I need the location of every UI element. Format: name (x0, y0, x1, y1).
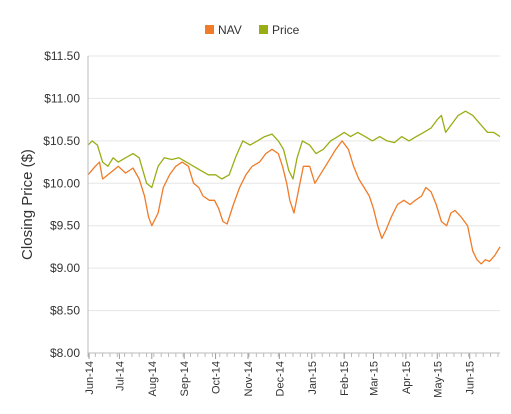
x-tick-label: Nov-14 (243, 361, 255, 396)
series-line-price (87, 110, 501, 189)
legend-swatch-price (259, 25, 268, 34)
legend: NAV Price (205, 23, 300, 37)
x-tick-label: Dec-14 (274, 361, 286, 396)
y-tick-label: $8.50 (50, 304, 80, 318)
y-tick-label: $9.50 (50, 219, 80, 233)
x-tick-label: Mar-15 (368, 361, 380, 396)
x-tick-label: May-15 (432, 361, 444, 398)
y-tick-label: $9.00 (50, 261, 80, 275)
y-tick-label: $8.00 (50, 346, 80, 360)
x-tick-label: Aug-14 (147, 361, 159, 396)
x-tick-label: Jul-14 (114, 361, 126, 391)
y-axis-ticks: $8.00 $8.50 $9.00 $9.50 $10.00 $10.50 $11.00 $1… (43, 49, 80, 360)
y-tick-label: $11.00 (44, 91, 80, 105)
series-lines (87, 110, 501, 265)
x-tick-label: Jun-15 (465, 361, 477, 395)
y-axis-title: Closing Price ($) (19, 149, 36, 260)
legend-swatch-nav (205, 25, 214, 34)
x-axis-ticks: Jun-14 Jul-14 Aug-14 Sep-14 Oct-14 Nov-14 Dec-… (84, 353, 499, 398)
y-tick-label: $10.00 (43, 176, 80, 190)
legend-label-price: Price (272, 23, 300, 37)
x-tick-label: Sep-14 (179, 361, 191, 396)
x-tick-label: Oct-14 (211, 361, 223, 394)
x-tick-label: Apr-15 (401, 361, 413, 394)
x-tick-label: Jun-14 (84, 361, 96, 395)
legend-label-nav: NAV (218, 23, 242, 37)
x-tick-label: Feb-15 (339, 361, 351, 396)
y-tick-label: $10.50 (43, 134, 80, 148)
series-line-nav (87, 140, 501, 265)
grid-lines (88, 55, 500, 354)
y-tick-label: $11.50 (44, 49, 80, 63)
x-tick-label: Jan-15 (307, 361, 319, 395)
